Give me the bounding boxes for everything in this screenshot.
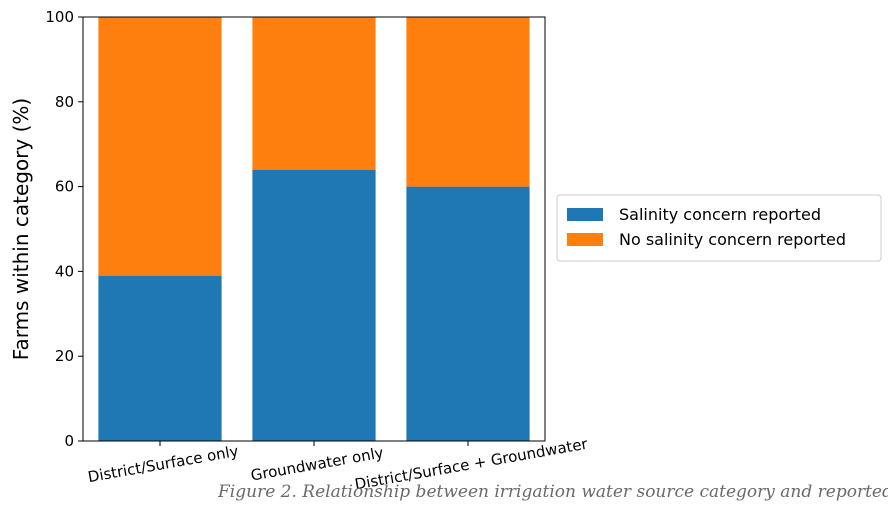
y-axis: 0 20 40 60 80 100 bbox=[45, 8, 83, 450]
legend: Salinity concern reported No salinity con… bbox=[556, 194, 882, 262]
y-tick-label: 40 bbox=[55, 262, 74, 280]
bar-no-salinity-concern-3 bbox=[406, 17, 530, 187]
y-tick-label: 20 bbox=[55, 347, 74, 365]
bar-no-salinity-concern-1 bbox=[98, 17, 222, 276]
y-axis-label: Farms within category (%) bbox=[9, 98, 33, 360]
legend-box bbox=[556, 194, 882, 262]
legend-label: Salinity concern reported bbox=[619, 205, 821, 224]
bars-group bbox=[98, 17, 530, 441]
y-tick-label: 0 bbox=[64, 432, 74, 450]
y-tick-label: 60 bbox=[55, 178, 74, 196]
bar-salinity-concern-2 bbox=[252, 169, 376, 441]
y-tick-label: 100 bbox=[45, 8, 74, 26]
x-tick-label: District/Surface only bbox=[86, 442, 239, 486]
bar-salinity-concern-1 bbox=[98, 275, 222, 441]
legend-swatch bbox=[567, 208, 603, 221]
bar-no-salinity-concern-2 bbox=[252, 17, 376, 170]
figure-caption: Figure 2. Relationship between irrigatio… bbox=[218, 482, 888, 502]
legend-label: No salinity concern reported bbox=[619, 230, 846, 249]
y-tick-label: 80 bbox=[55, 93, 74, 111]
bar-salinity-concern-3 bbox=[406, 186, 530, 441]
legend-swatch bbox=[567, 233, 603, 246]
